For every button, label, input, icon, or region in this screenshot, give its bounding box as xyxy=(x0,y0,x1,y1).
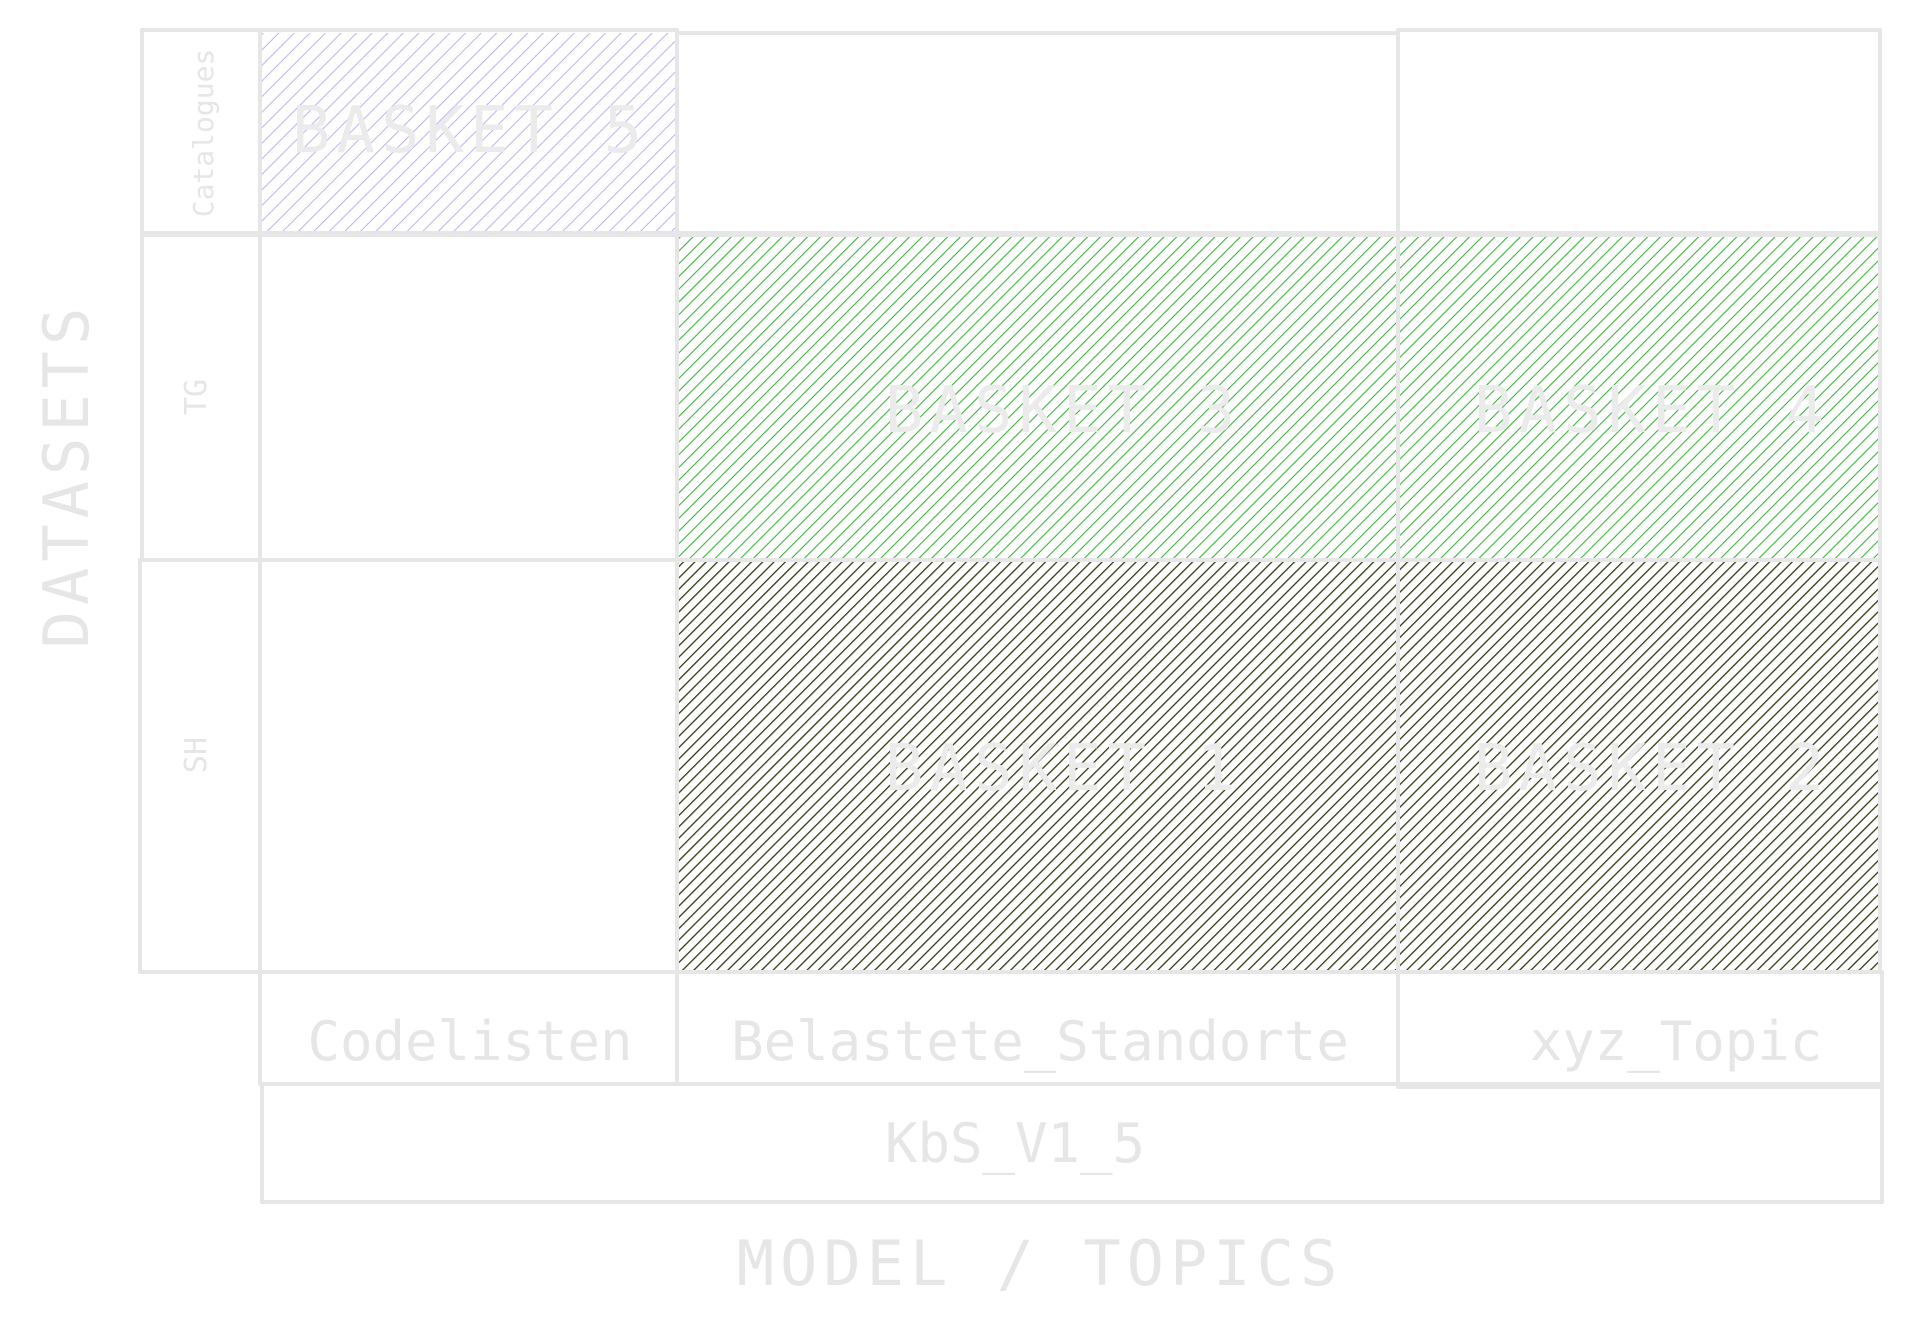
topic-label-codelisten: Codelisten xyxy=(307,1010,632,1073)
cell-sh-codelisten xyxy=(258,558,679,974)
x-axis-label: MODEL / TOPICS xyxy=(737,1227,1344,1300)
basket-5-fill xyxy=(262,33,677,233)
model-label: KbS_V1_5 xyxy=(885,1112,1145,1175)
basket-3-label: BASKET 3 xyxy=(885,374,1241,448)
basket-1-label: BASKET 1 xyxy=(885,732,1241,806)
row-label-sh: SH xyxy=(179,737,214,773)
basket-4-fill xyxy=(1398,235,1878,560)
basket-3-fill xyxy=(677,235,1398,560)
topic-cell-xyz xyxy=(1396,970,1884,1089)
row-label-tg: TG xyxy=(179,379,214,415)
basket-2-fill xyxy=(1398,562,1878,972)
cell-catalogues-belastete xyxy=(675,31,1400,235)
cell-tg-codelisten xyxy=(258,233,679,562)
model-cell xyxy=(260,1082,1884,1204)
topic-label-xyz: xyz_Topic xyxy=(1530,1010,1823,1073)
basket-4-label: BASKET 4 xyxy=(1474,374,1830,448)
basket-2-label: BASKET 2 xyxy=(1474,732,1830,806)
basket-1-fill xyxy=(677,562,1398,972)
topic-label-belastete: Belastete_Standorte xyxy=(731,1010,1349,1073)
cell-catalogues-xyz xyxy=(1396,28,1882,235)
basket-5-label: BASKET 5 xyxy=(292,94,648,168)
row-label-catalogues: Catalogues xyxy=(187,49,220,218)
y-axis-label: DATASETS xyxy=(30,302,103,649)
